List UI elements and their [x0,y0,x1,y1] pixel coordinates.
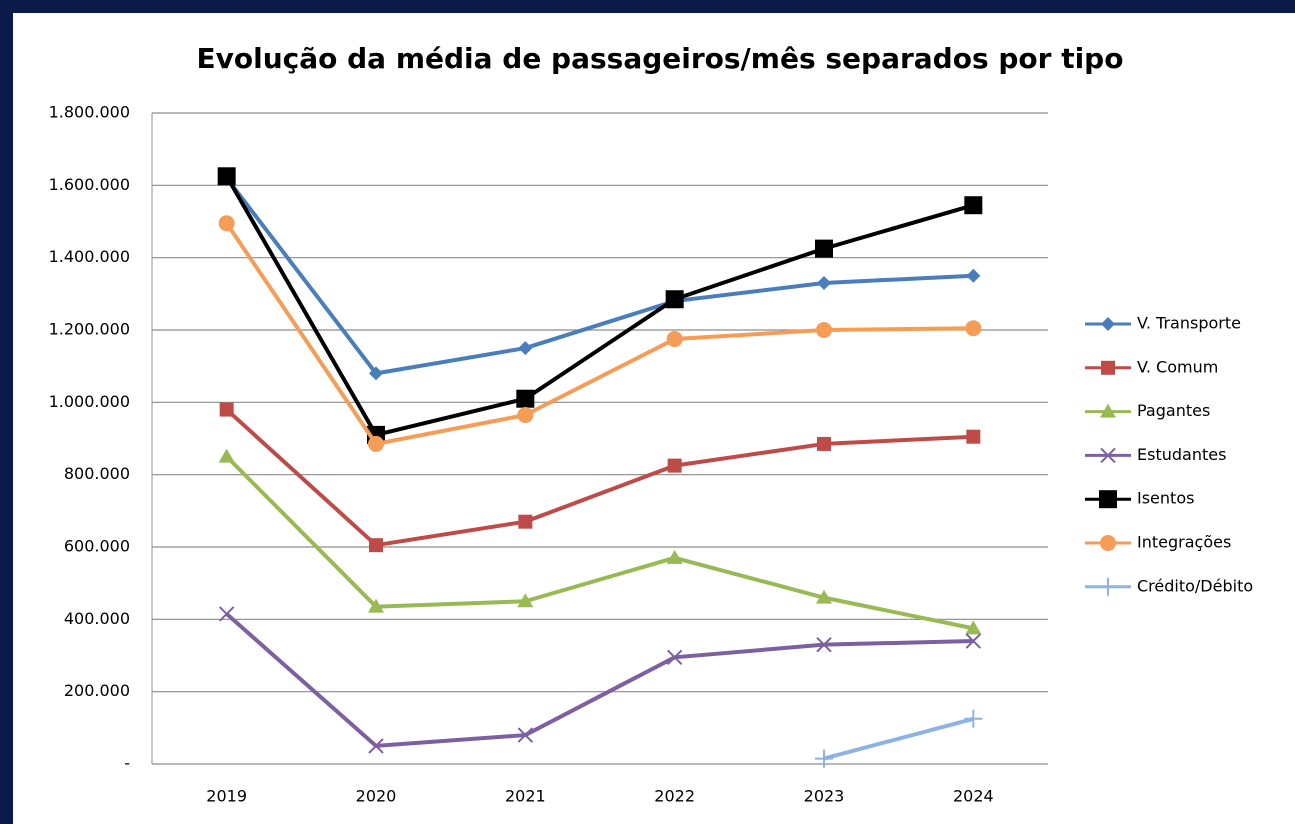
y-tick-label: 400.000 [64,609,130,628]
marker [667,458,682,473]
marker [964,709,983,728]
legend-label: V. Transporte [1137,314,1241,333]
y-tick-label: - [124,754,130,773]
marker [219,402,234,417]
marker [518,514,533,529]
x-tick-label: 2021 [505,787,546,806]
marker [1100,535,1116,551]
marker [1099,577,1117,596]
series-line [225,222,974,446]
marker [666,649,683,666]
y-tick-label: 200.000 [64,681,130,700]
marker [815,239,833,258]
marker [816,322,832,338]
legend-label: Isentos [1137,489,1194,508]
marker [517,406,534,423]
x-tick-label: 2024 [953,787,994,806]
marker [965,620,982,635]
marker [815,749,833,768]
series-line [823,716,974,761]
x-tick-label: 2022 [654,787,695,806]
marker [816,589,832,604]
marker [518,341,533,356]
legend-label: V. Comum [1137,357,1218,376]
legend-label: Pagantes [1137,401,1210,420]
legend-label: Integrações [1137,533,1231,552]
x-tick-label: 2023 [804,787,845,806]
marker [1100,447,1116,464]
marker [1099,490,1117,509]
x-tick-label: 2019 [206,787,247,806]
legend-label: Crédito/Débito [1137,576,1253,595]
y-tick-label: 1.400.000 [49,247,130,266]
marker [1100,403,1116,418]
y-tick-label: 1.200.000 [49,320,130,339]
marker [217,167,236,186]
marker [218,448,235,463]
marker [369,366,383,381]
marker [816,636,832,653]
y-tick-label: 1.600.000 [49,175,130,194]
marker [368,435,384,452]
marker [666,549,683,564]
marker [368,738,384,754]
legend-label: Estudantes [1137,445,1226,464]
y-tick-label: 1.000.000 [49,392,130,411]
series-line [225,455,974,631]
marker [966,268,981,283]
marker [965,320,982,337]
chart-title: Evolução da média de passageiros/mês sep… [197,42,1124,75]
marker [1101,317,1115,331]
x-tick-label: 2020 [356,787,397,806]
marker [368,598,384,613]
marker [966,429,981,444]
marker [517,593,534,608]
y-tick-label: 800.000 [64,464,130,483]
marker [666,331,683,348]
series-line [224,175,974,437]
y-tick-label: 600.000 [64,537,130,556]
marker [665,290,684,309]
series-line [225,176,974,376]
marker [218,215,235,232]
marker [965,633,982,649]
chart-area [13,13,1295,824]
marker [516,389,535,408]
marker [369,538,383,553]
marker [817,436,831,451]
series-line [225,408,974,548]
marker [964,196,983,215]
marker [817,275,831,290]
marker [218,606,235,622]
series-line [225,612,974,748]
marker [1101,360,1115,375]
marker [517,727,534,743]
y-tick-label: 1.800.000 [49,103,130,122]
